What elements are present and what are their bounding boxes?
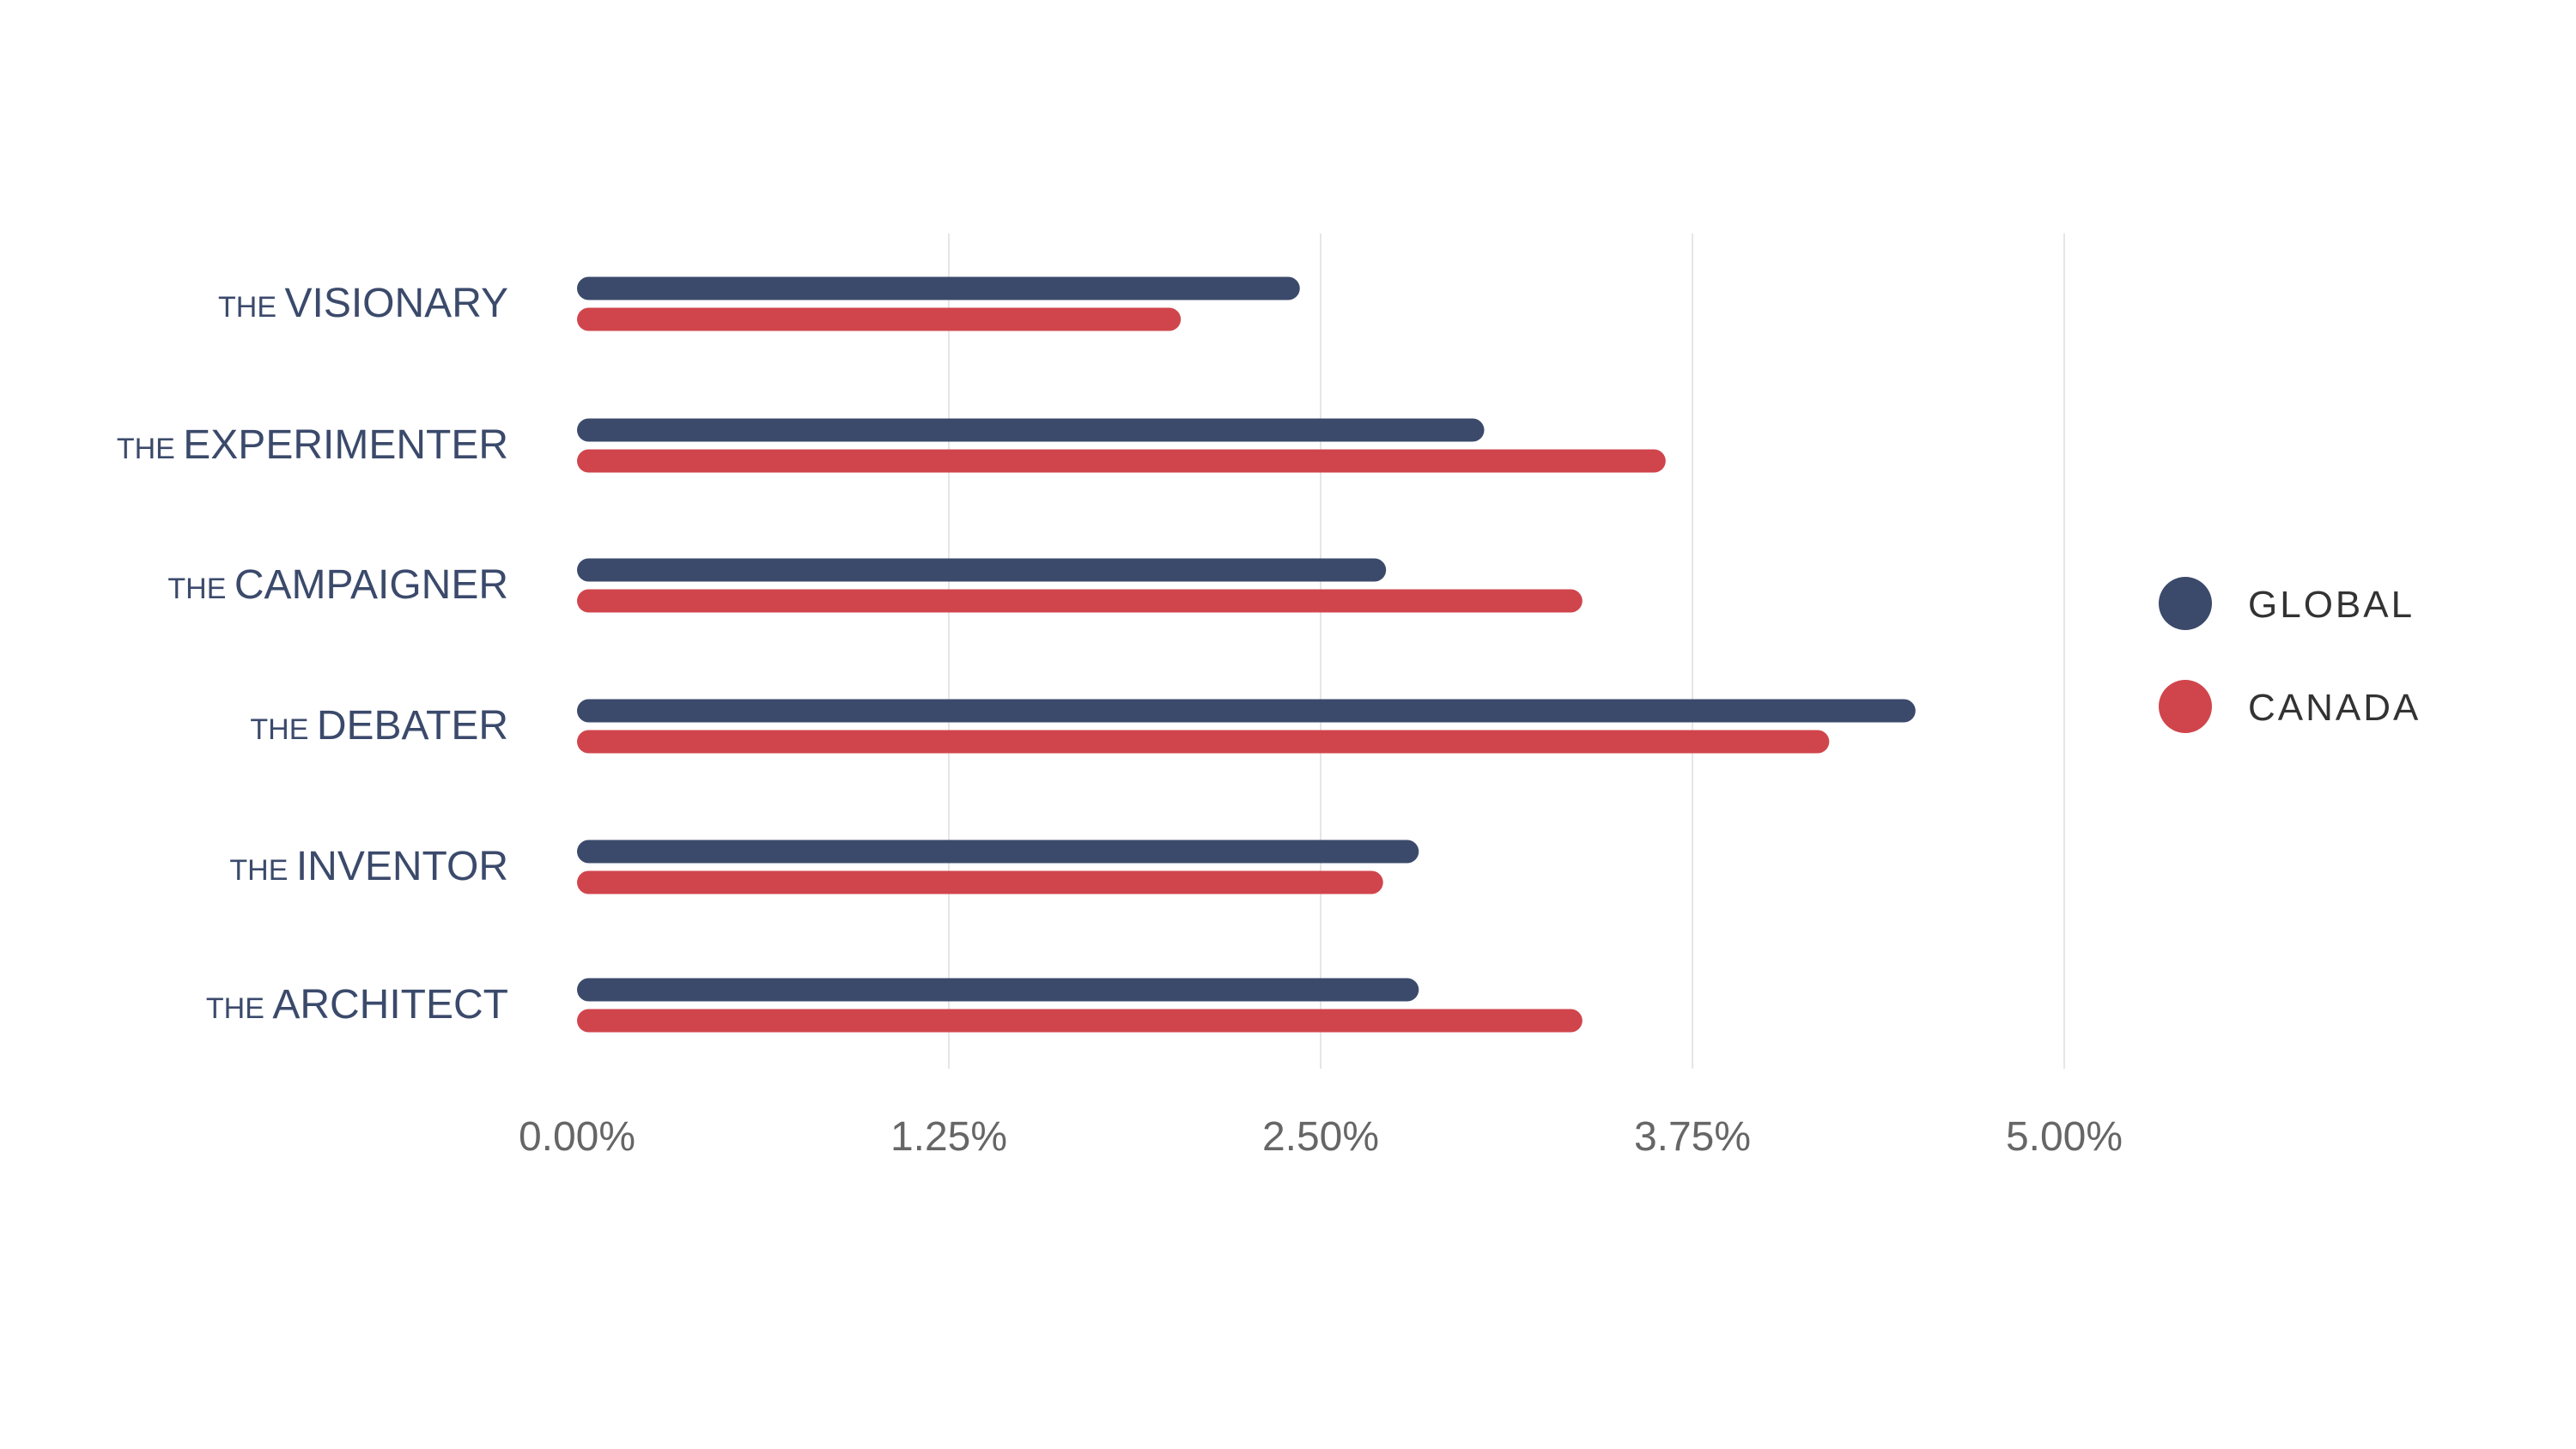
category-label: THE DEBATER — [250, 703, 508, 749]
category-prefix: THE — [206, 992, 272, 1025]
bar-global-debater — [577, 699, 1916, 723]
category-prefix: THE — [218, 291, 284, 324]
category-label: THE CAMPAIGNER — [167, 562, 508, 608]
x-tick-label: 2.50% — [1262, 1114, 1379, 1160]
legend-label-canada: CANADA — [2248, 687, 2421, 729]
bars — [577, 276, 1916, 1033]
x-tick-label: 3.75% — [1634, 1114, 1751, 1160]
x-tick-label: 1.25% — [890, 1114, 1007, 1160]
bar-global-campaigner — [577, 558, 1387, 582]
bar-canada-campaigner — [577, 589, 1583, 613]
category-prefix: THE — [167, 573, 234, 605]
category-label: THE ARCHITECT — [206, 982, 508, 1028]
category-label: THE INVENTOR — [229, 844, 508, 889]
x-tick-label: 0.00% — [519, 1114, 635, 1160]
bar-global-experimenter — [577, 418, 1485, 442]
category-prefix: THE — [229, 854, 295, 887]
legend: GLOBAL CANADA — [2159, 577, 2421, 733]
bar-global-visionary — [577, 276, 1300, 300]
legend-swatch-canada — [2159, 680, 2212, 733]
category-name: INVENTOR — [296, 844, 508, 889]
bar-global-inventor — [577, 840, 1419, 864]
bar-global-architect — [577, 978, 1419, 1002]
category-prefix: THE — [117, 433, 183, 465]
bar-canada-debater — [577, 730, 1830, 754]
gridlines — [948, 233, 2065, 1069]
legend-label-global: GLOBAL — [2248, 584, 2415, 626]
category-name: EXPERIMENTER — [183, 422, 508, 468]
x-tick-label: 5.00% — [2006, 1114, 2123, 1160]
category-label: THE EXPERIMENTER — [117, 422, 508, 468]
x-axis-tick-labels: 0.00% 1.25% 2.50% 3.75% 5.00% — [519, 1114, 2123, 1160]
category-name: DEBATER — [317, 703, 508, 749]
legend-swatch-global — [2159, 577, 2212, 630]
category-name: VISIONARY — [284, 281, 508, 326]
category-name: CAMPAIGNER — [234, 562, 508, 608]
category-prefix: THE — [250, 713, 316, 746]
category-name: ARCHITECT — [272, 982, 508, 1028]
bar-canada-architect — [577, 1009, 1583, 1033]
bar-canada-experimenter — [577, 449, 1666, 473]
bar-canada-visionary — [577, 307, 1182, 331]
bar-canada-inventor — [577, 870, 1383, 894]
category-label: THE VISIONARY — [218, 281, 508, 326]
